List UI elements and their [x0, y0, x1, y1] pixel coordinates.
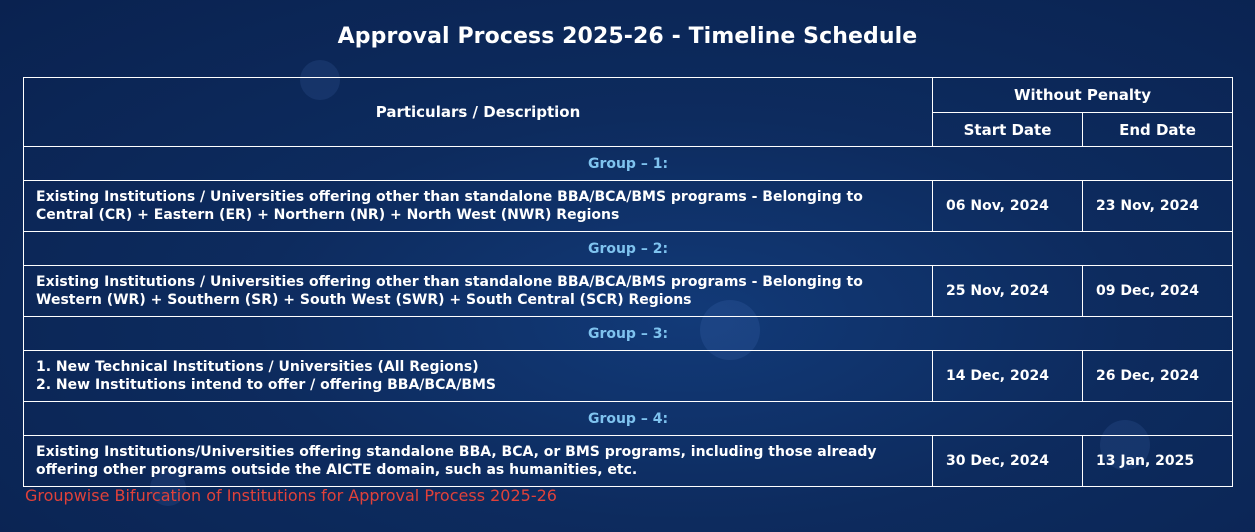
- group-row: Group – 1:: [23, 146, 1233, 181]
- end-date-cell: 23 Nov, 2024: [1082, 180, 1233, 232]
- description-line: 1. New Technical Institutions / Universi…: [36, 359, 479, 375]
- group-label: Group – 4:: [23, 401, 1233, 436]
- table-row: Existing Institutions / Universities off…: [23, 180, 1233, 232]
- table-row: Existing Institutions / Universities off…: [23, 265, 1233, 317]
- group-description: Existing Institutions/Universities offer…: [23, 435, 933, 487]
- table-row: 1. New Technical Institutions / Universi…: [23, 350, 1233, 402]
- table-subheader-row: Start Date End Date: [24, 112, 1233, 147]
- end-date-cell: 09 Dec, 2024: [1082, 265, 1233, 317]
- header-particulars: Particulars / Description: [23, 77, 933, 147]
- group-label: Group – 1:: [23, 146, 1233, 181]
- description-line: 2. New Institutions intend to offer / of…: [36, 377, 497, 393]
- header-start-date: Start Date: [932, 112, 1083, 147]
- description-line: Existing Institutions/Universities offer…: [36, 444, 877, 478]
- start-date-cell: 14 Dec, 2024: [932, 350, 1083, 402]
- start-date-cell: 30 Dec, 2024: [932, 435, 1083, 487]
- description-line: Existing Institutions / Universities off…: [36, 274, 863, 308]
- group-description: 1. New Technical Institutions / Universi…: [23, 350, 933, 402]
- group-row: Group – 2:: [23, 231, 1233, 266]
- header-without-penalty: Without Penalty: [932, 77, 1233, 113]
- group-description: Existing Institutions / Universities off…: [23, 180, 933, 232]
- group-label: Group – 3:: [23, 316, 1233, 351]
- start-date-cell: 25 Nov, 2024: [932, 265, 1083, 317]
- page-title: Approval Process 2025-26 - Timeline Sche…: [337, 24, 918, 49]
- timeline-table: Particulars / Description Without Penalt…: [23, 77, 1233, 487]
- table-header-row: Particulars / Description Without Penalt…: [23, 77, 1233, 147]
- group-description: Existing Institutions / Universities off…: [23, 265, 933, 317]
- end-date-cell: 13 Jan, 2025: [1082, 435, 1233, 487]
- header-end-date: End Date: [1082, 112, 1233, 147]
- footer-note: Groupwise Bifurcation of Institutions fo…: [25, 486, 557, 505]
- group-label: Group – 2:: [23, 231, 1233, 266]
- start-date-cell: 06 Nov, 2024: [932, 180, 1083, 232]
- end-date-cell: 26 Dec, 2024: [1082, 350, 1233, 402]
- group-row: Group – 3:: [23, 316, 1233, 351]
- table-row: Existing Institutions/Universities offer…: [23, 435, 1233, 487]
- group-row: Group – 4:: [23, 401, 1233, 436]
- description-line: Existing Institutions / Universities off…: [36, 189, 863, 223]
